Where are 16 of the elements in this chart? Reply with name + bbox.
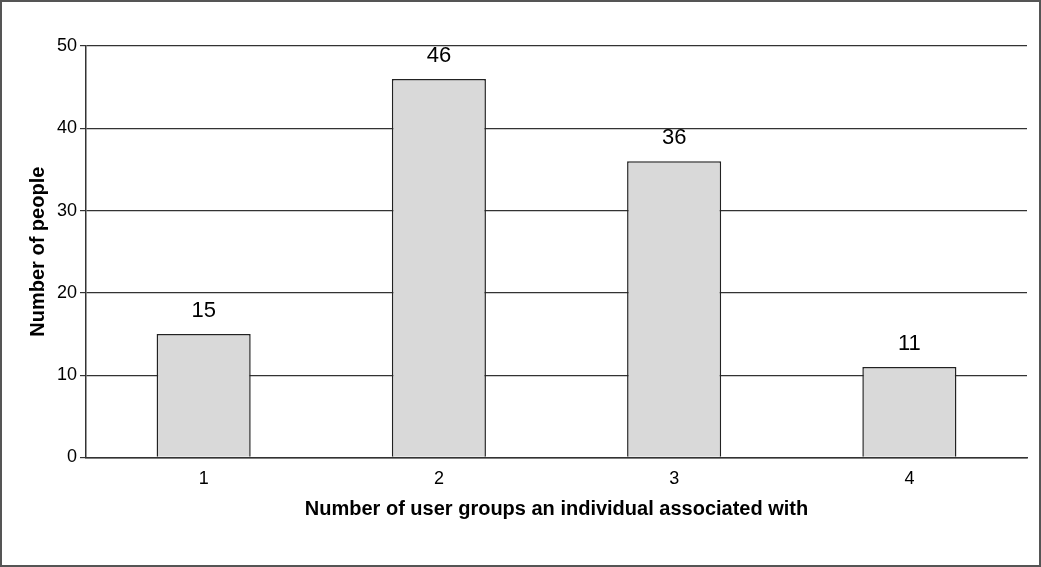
y-tick-label: 0 (67, 446, 78, 467)
data-label: 36 (661, 124, 687, 150)
x-axis-title: Number of user groups an individual associated with (304, 496, 809, 519)
y-tick-label: 30 (56, 199, 78, 220)
y-tick-label: 40 (56, 117, 78, 138)
data-label: 46 (426, 41, 452, 67)
x-tick-label: 2 (433, 468, 444, 489)
data-label: 11 (897, 329, 921, 355)
x-tick-label: 4 (904, 468, 915, 489)
data-label: 15 (191, 297, 216, 323)
y-tick-label: 10 (56, 364, 78, 385)
y-axis-title: Number of people (25, 166, 48, 337)
y-tick-label: 20 (56, 281, 78, 302)
x-tick-label: 3 (669, 468, 680, 489)
y-tick-label: 50 (56, 34, 78, 55)
x-tick-label: 1 (198, 468, 209, 489)
